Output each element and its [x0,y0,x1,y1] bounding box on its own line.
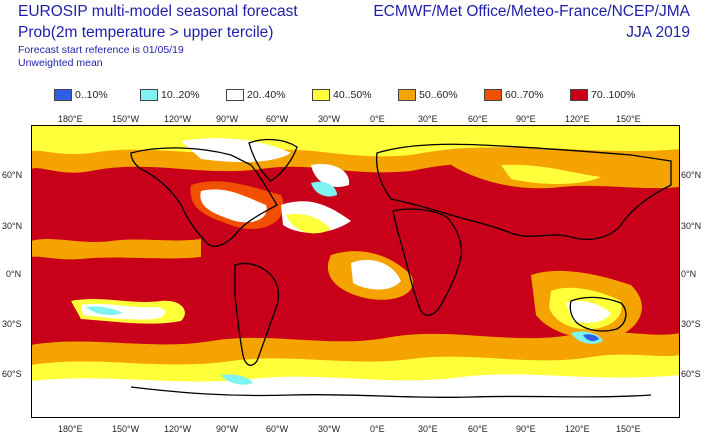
legend-swatch [226,89,244,101]
lon-tick-label: 0°E [370,114,385,124]
legend-label: 0..10% [75,89,108,101]
lon-tick-label: 120°W [164,424,192,434]
lon-tick-label: 120°E [565,424,590,434]
lon-tick-label: 150°E [616,424,641,434]
coastlines [130,138,672,399]
legend-label: 60..70% [505,89,544,101]
lon-tick-label: 90°W [216,424,239,434]
lon-tick-label: 180°E [58,424,83,434]
lat-tick-label: 30°N [681,221,702,231]
lon-tick-label: 30°W [318,114,341,124]
lon-tick-label: 120°E [565,114,590,124]
lon-tick-label: 60°E [468,114,488,124]
agencies-label: ECMWF/Met Office/Meteo-France/NCEP/JMA [373,3,690,20]
lat-tick-label: 60°S [681,369,701,379]
lat-tick-label: 30°S [2,319,22,329]
lon-tick-label: 150°E [616,114,641,124]
map-frame [31,125,680,418]
lon-tick-label: 60°E [468,424,488,434]
legend-swatch [398,89,416,101]
legend-item: 20..40% [226,88,286,102]
legend-label: 70..100% [591,89,636,101]
lon-tick-label: 30°E [418,424,438,434]
lon-tick-label: 180°E [58,114,83,124]
lon-tick-label: 30°W [318,424,341,434]
legend-item: 0..10% [54,88,108,102]
legend-swatch [312,89,330,101]
forecast-start-note: Forecast start reference is 01/05/19 [18,44,184,56]
lon-tick-label: 90°E [516,114,536,124]
lon-tick-label: 60°W [266,424,289,434]
lon-tick-label: 90°W [216,114,239,124]
lon-tick-label: 30°E [418,114,438,124]
legend-swatch [484,89,502,101]
season-label: JJA 2019 [626,24,690,41]
lat-tick-label: 60°S [2,369,22,379]
legend-item: 40..50% [312,88,372,102]
lon-tick-label: 120°W [164,114,192,124]
legend-item: 70..100% [570,88,635,102]
weighting-note: Unweighted mean [18,57,103,69]
legend-swatch [54,89,72,101]
legend-swatch [140,89,158,101]
legend-label: 40..50% [333,89,372,101]
map-title: EUROSIP multi-model seasonal forecast [18,3,298,20]
lat-tick-label: 60°N [681,170,702,180]
probability-map [31,125,680,418]
lon-tick-label: 60°W [266,114,289,124]
lat-tick-label: 60°N [2,170,23,180]
legend-label: 10..20% [161,89,200,101]
legend-swatch [570,89,588,101]
legend-label: 50..60% [419,89,458,101]
lat-tick-label: 30°N [2,221,23,231]
lat-tick-label: 0°N [6,269,22,279]
lat-tick-label: 30°S [681,319,701,329]
lon-tick-label: 150°W [112,424,140,434]
map-subtitle: Prob(2m temperature > upper tercile) [18,24,274,41]
legend-item: 50..60% [398,88,458,102]
lat-tick-label: 0°N [681,269,697,279]
legend-item: 60..70% [484,88,544,102]
color-legend: 0..10% 10..20% 20..40% 40..50% 50..60% 6… [0,88,707,104]
legend-item: 10..20% [140,88,200,102]
lon-tick-label: 0°E [370,424,385,434]
legend-label: 20..40% [247,89,286,101]
lon-tick-label: 150°W [112,114,140,124]
lon-tick-label: 90°E [516,424,536,434]
